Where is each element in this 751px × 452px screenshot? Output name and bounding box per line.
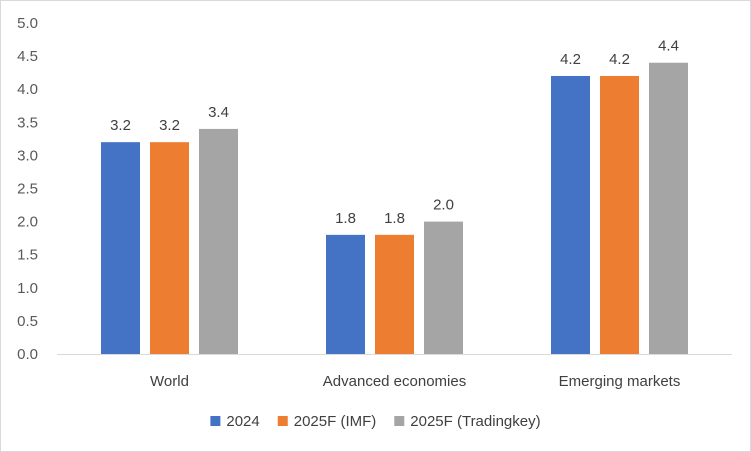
y-tick-label: 4.5 bbox=[17, 48, 38, 65]
legend-swatch bbox=[277, 416, 288, 426]
data-label: 4.4 bbox=[658, 38, 679, 55]
y-tick-label: 4.0 bbox=[17, 81, 38, 98]
category-label: Advanced economies bbox=[323, 373, 466, 390]
bar bbox=[326, 234, 365, 354]
data-label: 4.2 bbox=[609, 51, 630, 68]
data-label: 1.8 bbox=[335, 210, 356, 227]
y-tick-label: 0.5 bbox=[17, 313, 38, 330]
bar bbox=[375, 234, 414, 354]
bar bbox=[199, 128, 238, 354]
legend-label: 2025F (IMF) bbox=[294, 413, 377, 430]
data-label: 3.4 bbox=[208, 104, 229, 121]
bars bbox=[101, 62, 688, 355]
legend: 2024 2025F (IMF) 2025F (Tradingkey) bbox=[210, 413, 541, 430]
y-tick-label: 3.5 bbox=[17, 114, 38, 131]
category-label: World bbox=[150, 373, 189, 390]
data-label: 3.2 bbox=[110, 117, 131, 134]
y-tick-label: 2.5 bbox=[17, 181, 38, 198]
legend-swatch bbox=[394, 416, 405, 426]
legend-swatch bbox=[210, 416, 221, 426]
y-axis: 0.0 0.5 1.0 1.5 2.0 2.5 3.0 3.5 4.0 4.5 5.0 bbox=[17, 15, 38, 363]
bar bbox=[649, 62, 688, 354]
legend-label: 2024 bbox=[226, 413, 259, 430]
y-tick-label: 0.0 bbox=[17, 346, 38, 363]
data-label: 3.2 bbox=[159, 117, 180, 134]
bar bbox=[101, 142, 140, 354]
y-tick-label: 1.0 bbox=[17, 280, 38, 297]
legend-label: 2025F (Tradingkey) bbox=[410, 413, 540, 430]
y-tick-label: 1.5 bbox=[17, 247, 38, 264]
category-labels: World Advanced economies Emerging markets bbox=[150, 373, 680, 390]
data-label: 1.8 bbox=[384, 210, 405, 227]
category-label: Emerging markets bbox=[559, 373, 681, 390]
data-label: 4.2 bbox=[560, 51, 581, 68]
data-labels: 3.2 3.2 3.4 1.8 1.8 2.0 4.2 4.2 4.4 bbox=[110, 38, 679, 227]
data-label: 2.0 bbox=[433, 197, 454, 214]
bar bbox=[600, 75, 639, 355]
y-tick-label: 5.0 bbox=[17, 15, 38, 32]
bar bbox=[424, 221, 463, 354]
bar bbox=[551, 75, 590, 355]
bar bbox=[150, 142, 189, 354]
y-tick-label: 3.0 bbox=[17, 147, 38, 164]
y-tick-label: 2.0 bbox=[17, 214, 38, 231]
